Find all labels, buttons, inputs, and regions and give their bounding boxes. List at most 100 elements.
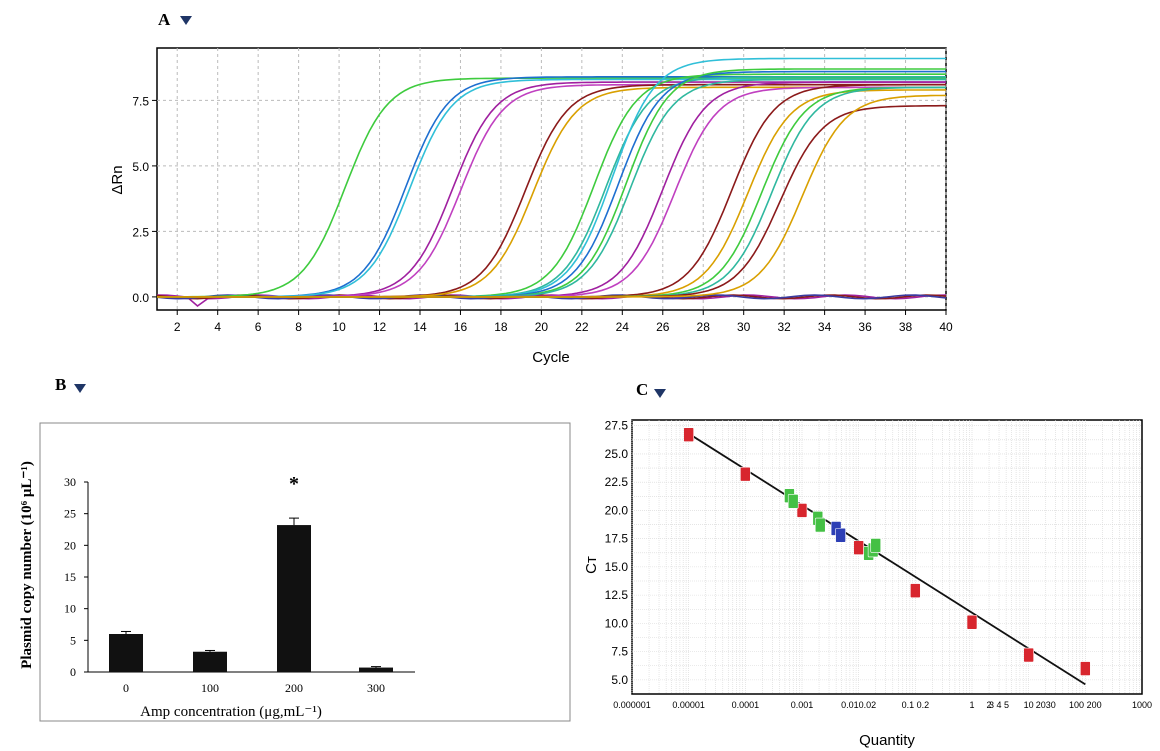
plot-b-x-axis-label: Amp concentration (μg,mL⁻¹) xyxy=(140,704,322,720)
plot-a-x-tick-label: 26 xyxy=(656,320,670,334)
plot-a-x-tick-label: 16 xyxy=(454,320,468,334)
plot-b-x-tick-label: 0 xyxy=(123,681,129,695)
plot-c-x-axis-label: Quantity xyxy=(859,732,915,749)
plot-a-x-tick-label: 38 xyxy=(899,320,913,334)
plot-c-data-point xyxy=(787,494,799,509)
plot-c-x-tick-label: 0.001 xyxy=(791,700,814,710)
plot-c-y-axis-label: Cт xyxy=(583,556,600,574)
plot-c-data-point xyxy=(853,540,864,555)
plot-c-data-point xyxy=(683,427,694,442)
plot-c-x-tick-label: 2030 xyxy=(1036,700,1056,710)
plot-c-y-tick-label: 22.5 xyxy=(605,475,629,489)
plot-c-y-tick-label: 15.0 xyxy=(605,560,629,574)
plot-c-data-point xyxy=(796,503,808,518)
plot-b-y-tick-label: 30 xyxy=(64,475,76,489)
plot-c-data-point xyxy=(910,583,921,598)
plot-b-y-tick-label: 5 xyxy=(70,633,76,647)
panel-c-arrow-icon xyxy=(654,389,666,398)
plot-a-amplification-curve xyxy=(157,94,947,298)
plot-b-y-tick-label: 15 xyxy=(64,570,76,584)
plot-b-x-ticks: 0 100 200 300 xyxy=(123,681,385,695)
plot-c-x-tick-label: 0.0001 xyxy=(732,700,760,710)
plot-c-frame xyxy=(631,419,1143,695)
plot-b-y-tick-label: 10 xyxy=(64,602,76,616)
plot-a-y-tick-label: 5.0 xyxy=(132,160,149,174)
plot-a-x-tick-label: 24 xyxy=(616,320,630,334)
panel-c: C 5.0 7.5 10.0 12.5 15.0 17.5 20.0 22.5 25.0 27.5… xyxy=(583,380,1152,749)
plot-b-y-tick-label: 25 xyxy=(64,507,76,521)
plot-c-y-tick-label: 12.5 xyxy=(605,588,629,602)
plot-c-data-point xyxy=(870,538,882,553)
plot-b-y-axis-label: Plasmid copy number (10⁶ μL⁻¹) xyxy=(19,461,35,669)
plot-b-bar xyxy=(109,634,143,672)
plot-c-y-tick-label: 25.0 xyxy=(605,447,629,461)
plot-c-x-tick-label: 3 4 5 xyxy=(989,700,1009,710)
plot-a-x-tick-label: 4 xyxy=(214,320,221,334)
plot-b-bar xyxy=(359,667,393,672)
plot-a-x-tick-label: 20 xyxy=(535,320,549,334)
plot-b-y-ticks: 0 5 10 15 20 25 30 xyxy=(64,475,88,679)
plot-a-x-tick-label: 12 xyxy=(373,320,387,334)
plot-c-data-point xyxy=(814,517,826,533)
plot-b-bar xyxy=(277,525,311,672)
plot-c-grid xyxy=(631,420,1142,694)
plot-a-x-tick-label: 40 xyxy=(939,320,953,334)
plot-c-x-tick-label: 10 xyxy=(1024,700,1034,710)
panel-a-arrow-icon xyxy=(180,16,192,25)
plot-c-x-tick-label: 0.000001 xyxy=(613,700,651,710)
plot-a-y-tick-label: 2.5 xyxy=(132,225,149,239)
plot-c-y-ticks: 5.0 7.5 10.0 12.5 15.0 17.5 20.0 22.5 25.0 27.5 xyxy=(605,419,629,687)
plot-a-frame xyxy=(156,47,947,311)
panel-b-arrow-icon xyxy=(74,384,86,393)
plot-a-x-tick-label: 30 xyxy=(737,320,751,334)
plot-a-x-tick-label: 14 xyxy=(413,320,427,334)
plot-a-y-tick-label: 7.5 xyxy=(132,94,149,108)
plot-c-fit-line xyxy=(688,432,1086,686)
plot-a-x-tick-label: 22 xyxy=(575,320,589,334)
plot-c-x-tick-label: 100 200 xyxy=(1069,700,1102,710)
plot-a-x-tick-label: 18 xyxy=(494,320,508,334)
plot-c-y-tick-label: 27.5 xyxy=(605,419,629,433)
plot-b-y-tick-label: 0 xyxy=(70,665,76,679)
plot-c-y-tick-label: 10.0 xyxy=(605,616,629,630)
plot-c-y-tick-label: 20.0 xyxy=(605,503,629,517)
plot-a-x-tick-label: 6 xyxy=(255,320,262,334)
plot-c-y-tick-label: 17.5 xyxy=(605,532,629,546)
plot-a-x-tick-label: 28 xyxy=(697,320,711,334)
plot-a-x-tick-label: 32 xyxy=(777,320,791,334)
plot-c-points xyxy=(683,427,1091,676)
plot-c-x-tick-label: 0.00001 xyxy=(672,700,705,710)
panel-c-label: C xyxy=(636,380,648,399)
plot-a-x-tick-label: 34 xyxy=(818,320,832,334)
plot-c-data-point xyxy=(740,466,751,482)
plot-b-x-tick-label: 200 xyxy=(285,681,303,695)
plot-c-x-tick-label: 2 xyxy=(987,700,992,710)
plot-c-y-tick-label: 7.5 xyxy=(611,645,628,659)
plot-a-amplification-curve xyxy=(157,77,946,298)
plot-c-x-tick-label: 0.1 0.2 xyxy=(902,700,930,710)
plot-c-regression-line xyxy=(688,432,1086,686)
plot-b-x-tick-label: 300 xyxy=(367,681,385,695)
plot-c-y-tick-label: 5.0 xyxy=(611,673,628,687)
plot-b-bars: * xyxy=(109,473,393,672)
plot-a-x-tick-label: 8 xyxy=(295,320,302,334)
plot-c-x-ticks: 0.000001 0.00001 0.0001 0.001 0.010.02 0.1 0.… xyxy=(613,700,1152,710)
plot-a-x-axis-label: Cycle xyxy=(532,349,570,366)
panel-b: B * 0 5 10 15 20 25 30 0 100 200 300 Amp concentr… xyxy=(19,375,571,722)
panel-a: A 2 4 6 8 10 12 14 16 18 20 22 24 26 28 30 32 34 36 38 40 0… xyxy=(109,10,953,366)
plot-a-y-axis-label: ΔRn xyxy=(109,165,126,194)
plot-c-data-point xyxy=(1023,647,1034,663)
plot-b-y-tick-label: 20 xyxy=(64,538,76,552)
plot-c-x-tick-label: 0.010.02 xyxy=(841,700,876,710)
plot-c-data-point xyxy=(966,614,978,630)
panel-b-label: B xyxy=(55,375,66,394)
plot-c-data-point xyxy=(1080,661,1091,676)
plot-a-x-tick-label: 2 xyxy=(174,320,181,334)
plot-a-x-tick-label: 10 xyxy=(332,320,346,334)
plot-a-x-tick-label: 36 xyxy=(858,320,872,334)
plot-a-curves xyxy=(156,57,947,308)
plot-b-bar xyxy=(193,651,227,672)
plot-a-y-ticks: 0.0 2.5 5.0 7.5 xyxy=(132,94,157,305)
panel-a-label: A xyxy=(158,10,171,29)
